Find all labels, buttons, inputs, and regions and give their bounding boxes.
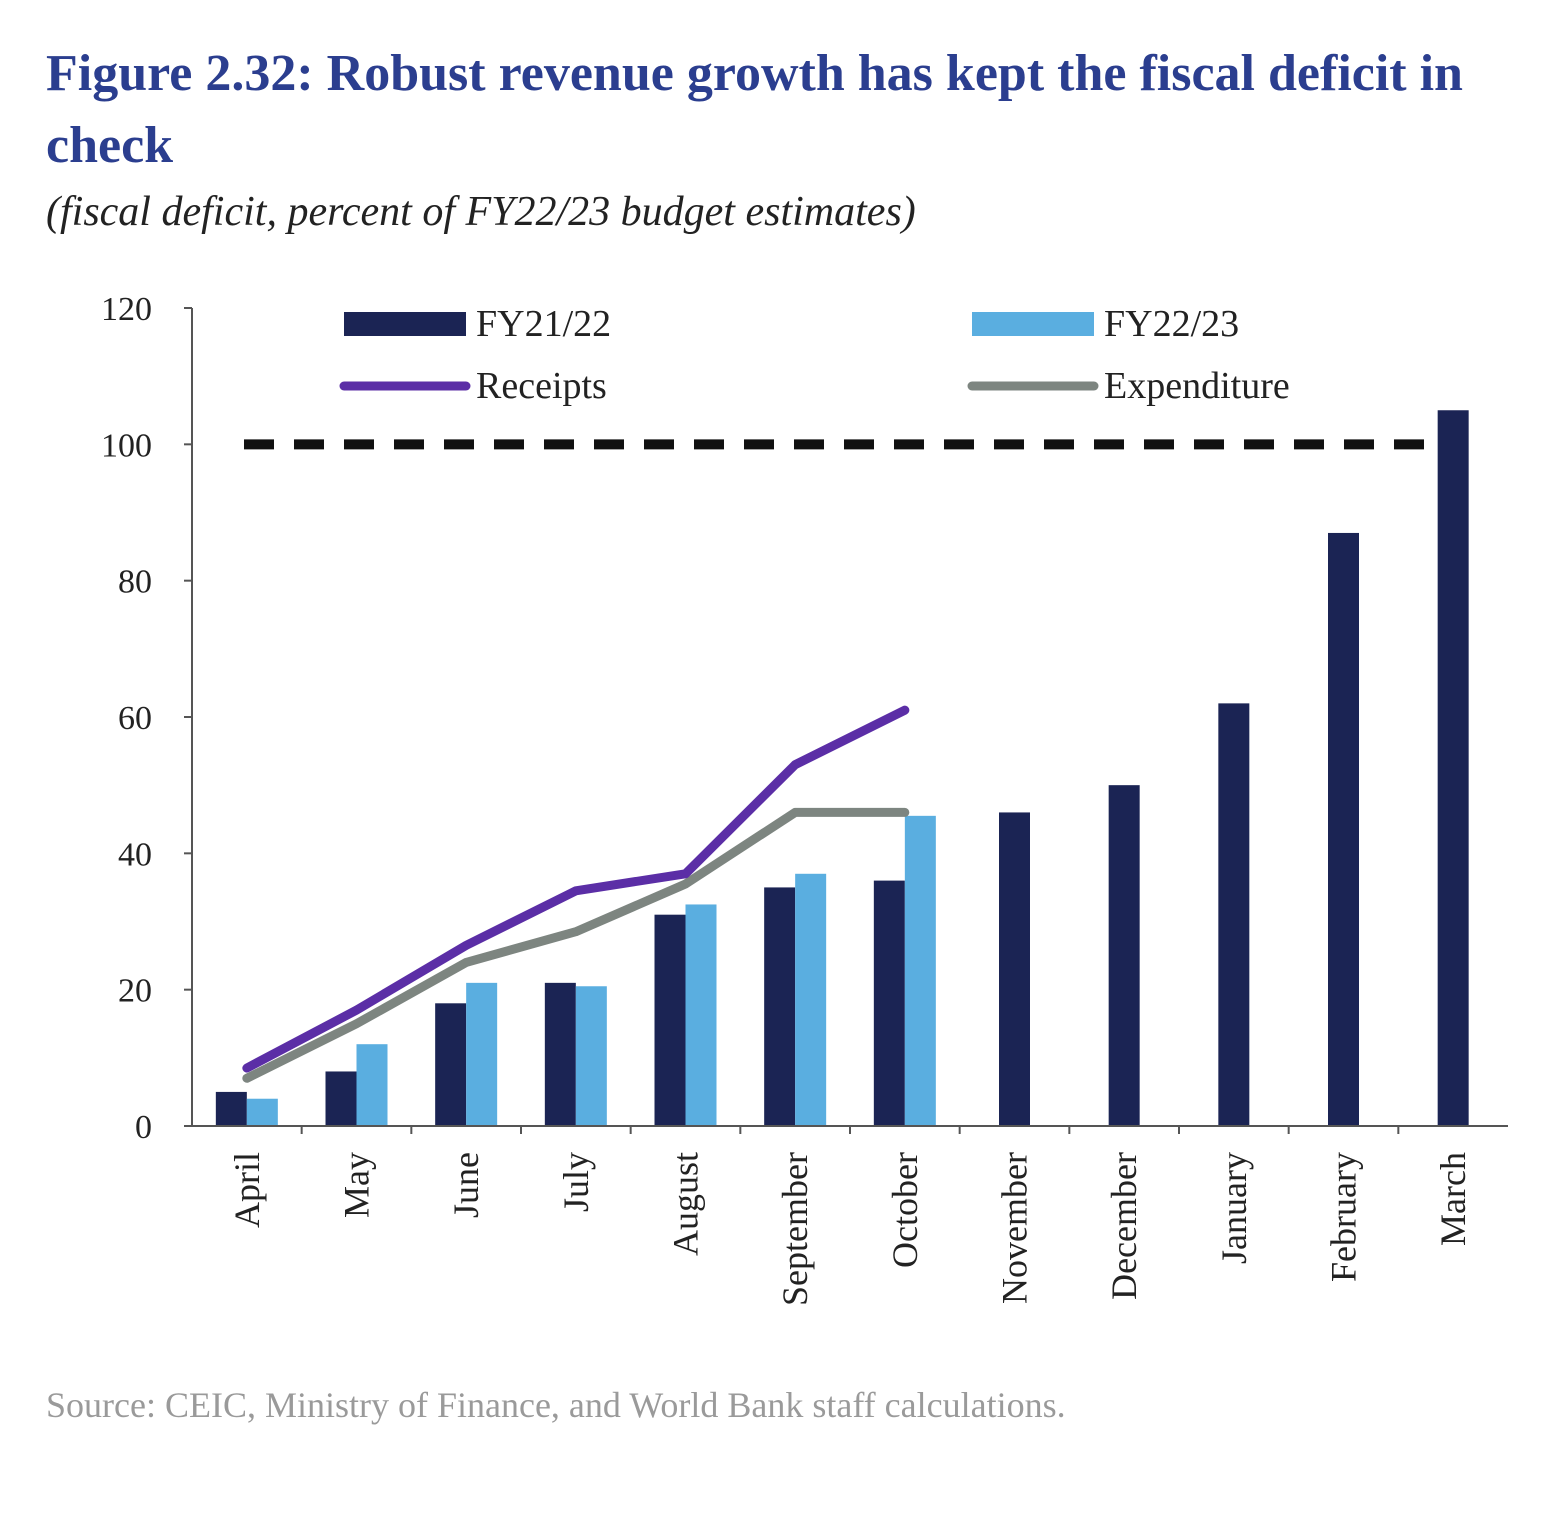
bar-fy21-22-november — [999, 812, 1030, 1126]
bar-fy21-22-august — [654, 914, 686, 1126]
x-tick-label-may: May — [337, 1152, 377, 1218]
bar-fy21-22-december — [1108, 785, 1140, 1126]
y-tick-label-20: 20 — [118, 973, 152, 1010]
y-tick-label-100: 100 — [101, 427, 152, 464]
figure-title: Figure 2.32: Robust revenue growth has k… — [46, 45, 1463, 174]
bar-fy22-23-august — [685, 904, 717, 1126]
bar-fy21-22-february — [1328, 532, 1359, 1126]
y-tick-label-40: 40 — [118, 836, 152, 873]
x-tick-label-april: April — [227, 1152, 267, 1228]
legend-swatch-fy21-22 — [344, 312, 466, 336]
source-note: Source: CEIC, Ministry of Finance, and W… — [46, 1385, 1066, 1425]
legend-label-expenditure: Expenditure — [1104, 365, 1290, 407]
x-tick-label-december: December — [1104, 1152, 1144, 1300]
bar-fy21-22-july — [544, 982, 576, 1126]
bar-fy21-22-june — [435, 1003, 467, 1126]
bar-fy21-22-march — [1437, 410, 1469, 1126]
bar-fy21-22-may — [325, 1071, 357, 1126]
legend-label-receipts: Receipts — [476, 365, 607, 407]
bar-fy22-23-october — [904, 815, 936, 1126]
bar-fy22-23-september — [795, 873, 827, 1126]
receipts-line — [242, 705, 910, 1073]
x-tick-label-november: November — [995, 1152, 1035, 1304]
y-tick-label-60: 60 — [118, 700, 152, 737]
bar-fy22-23-july — [575, 986, 607, 1126]
x-tick-label-september: September — [775, 1152, 815, 1306]
y-tick-label-80: 80 — [118, 564, 152, 601]
bar-fy21-22-october — [873, 880, 905, 1126]
x-tick-label-february: February — [1324, 1152, 1364, 1282]
legend-swatch-fy22-23 — [972, 312, 1094, 336]
y-tick-label-120: 120 — [101, 291, 152, 328]
x-tick-label-march: March — [1433, 1152, 1473, 1246]
bar-fy21-22-april — [215, 1091, 247, 1126]
x-tick-label-june: June — [446, 1152, 486, 1218]
bar-fy21-22-january — [1218, 703, 1250, 1126]
expenditure-line — [242, 807, 910, 1083]
x-tick-label-october: October — [885, 1152, 925, 1268]
legend-label-fy21-22: FY21/22 — [476, 303, 611, 345]
bar-fy21-22-september — [764, 887, 796, 1126]
legend-label-fy22-23: FY22/23 — [1104, 303, 1239, 345]
x-tick-label-january: January — [1214, 1152, 1254, 1264]
figure-subtitle: (fiscal deficit, percent of FY22/23 budg… — [46, 189, 916, 235]
bar-fy22-23-june — [466, 982, 498, 1126]
x-tick-label-august: August — [666, 1152, 706, 1256]
bar-fy22-23-april — [246, 1098, 278, 1126]
x-tick-label-july: July — [556, 1152, 596, 1212]
fiscal-deficit-chart: 0 20 40 60 80 100 120 April May June July August Sep… — [101, 291, 1508, 1306]
y-tick-label-0: 0 — [135, 1109, 152, 1146]
bar-fy22-23-may — [356, 1044, 388, 1126]
